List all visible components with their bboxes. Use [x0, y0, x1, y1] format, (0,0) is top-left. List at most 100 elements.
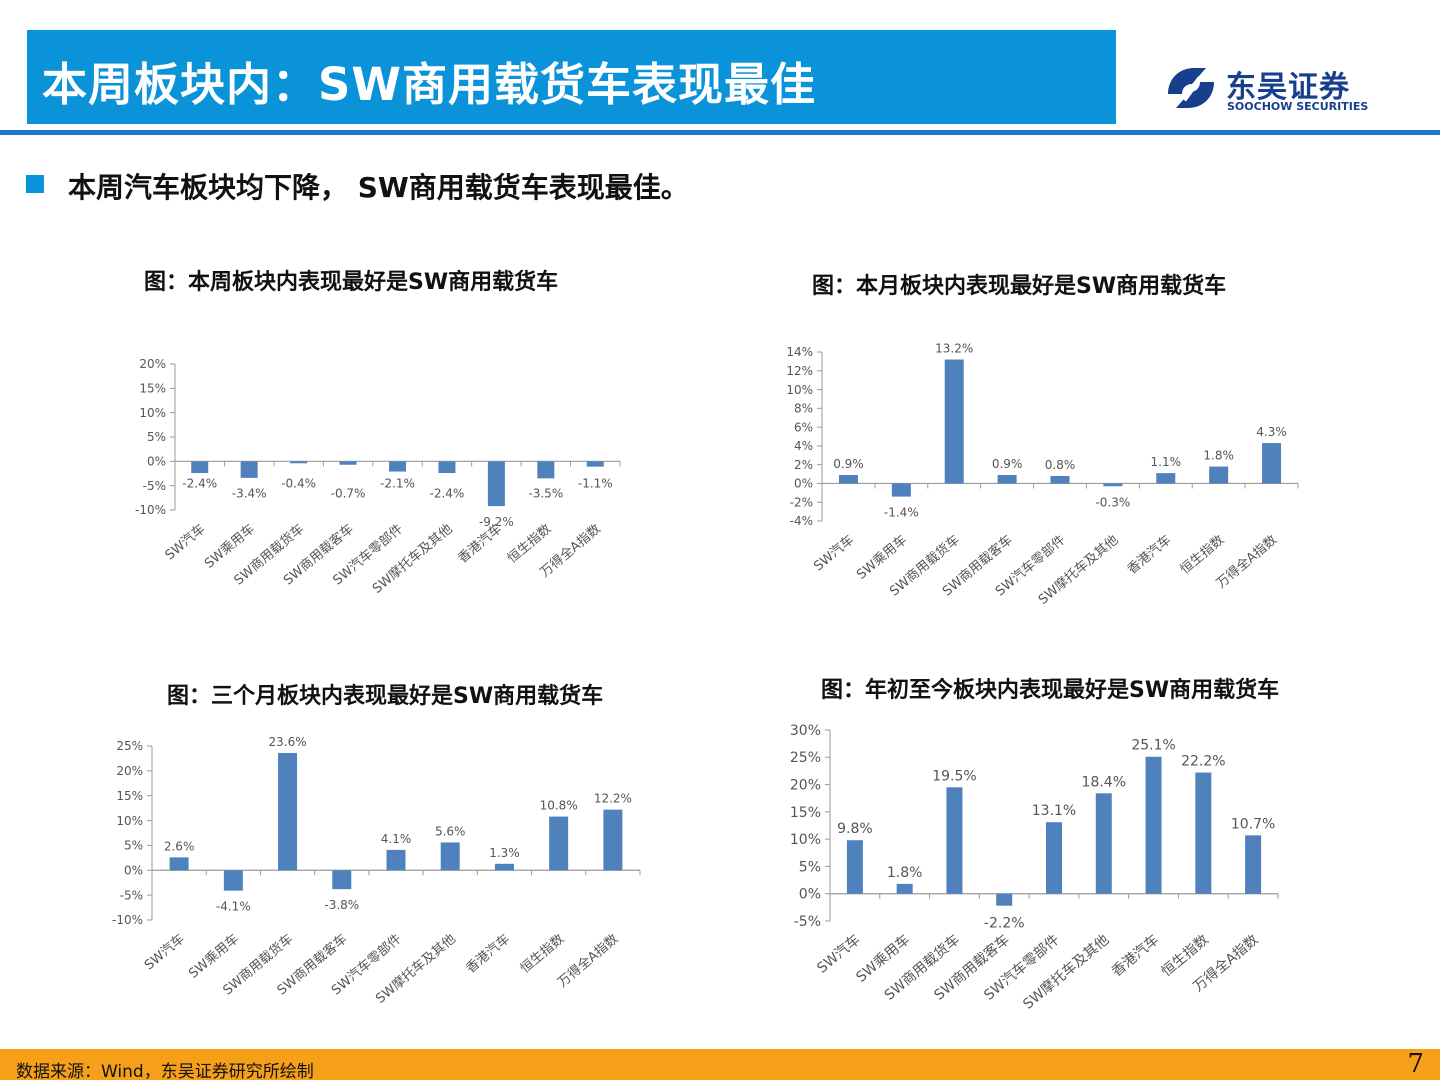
category-label: 恒生指数: [1178, 533, 1227, 578]
y-tick-label: 10%: [116, 814, 143, 828]
y-tick-label: 14%: [786, 345, 813, 359]
category-label: 香港汽车: [1108, 931, 1162, 980]
category-label: SW汽车: [162, 521, 208, 564]
chart-title-three-month: 图：三个月板块内表现最好是SW商用载货车: [167, 684, 604, 709]
chart-bar: [1145, 756, 1162, 894]
bullet-square-icon: [26, 175, 44, 193]
data-label: 25.1%: [1131, 738, 1175, 754]
data-label: 22.2%: [1181, 754, 1225, 770]
company-logo: 东吴证券 SOOCHOW SECURITIES: [1162, 64, 1372, 114]
chart-title-week: 图：本周板块内表现最好是SW商用载货车: [144, 270, 559, 295]
data-label: -0.4%: [281, 476, 316, 490]
chart-bar: [191, 461, 209, 474]
chart-bar: [946, 787, 963, 894]
chart-bar: [891, 483, 911, 497]
data-label: 0.8%: [1045, 458, 1076, 472]
chart-bar: [1245, 835, 1262, 894]
data-label: 4.1%: [381, 832, 412, 846]
y-tick-label: 20%: [139, 357, 166, 371]
chart-bar: [290, 461, 308, 464]
category-label: SW乘用车: [186, 931, 242, 982]
data-label: 0.9%: [992, 457, 1023, 471]
data-label: -3.4%: [232, 486, 267, 500]
data-label: -2.4%: [430, 486, 465, 500]
y-tick-label: 10%: [786, 383, 813, 397]
chart-bar: [339, 461, 357, 465]
chart-bar: [1103, 483, 1123, 487]
data-label: 10.8%: [540, 799, 578, 813]
y-tick-label: 15%: [139, 382, 166, 396]
y-tick-label: 12%: [786, 364, 813, 378]
category-label: 香港汽车: [1124, 532, 1174, 578]
chart-bar: [1050, 475, 1070, 484]
data-label: 19.5%: [932, 768, 976, 784]
data-label: 0.9%: [833, 457, 864, 471]
category-label: 香港汽车: [463, 931, 513, 977]
chart-bar: [1209, 466, 1229, 484]
y-tick-label: -5%: [794, 914, 821, 930]
chart-bar: [389, 461, 406, 472]
y-tick-label: -2%: [790, 495, 813, 509]
data-label: 5.6%: [435, 824, 466, 838]
y-tick-label: 5%: [124, 839, 143, 853]
data-label: -4.1%: [216, 900, 251, 914]
page-title: 本周板块内：SW商用载货车表现最佳: [42, 58, 817, 111]
chart-bar: [846, 840, 863, 894]
chart-bar: [494, 863, 514, 871]
y-tick-label: 0%: [799, 887, 821, 903]
category-label: SW汽车: [814, 931, 864, 977]
data-label: 1.8%: [887, 865, 923, 881]
chart-bar: [586, 461, 604, 467]
chart-bar: [1195, 772, 1212, 894]
data-label: -3.5%: [528, 486, 563, 500]
y-tick-label: 0%: [124, 863, 143, 877]
category-label: SW汽车: [811, 532, 857, 575]
data-label: -3.8%: [324, 898, 359, 912]
y-tick-label: 30%: [790, 723, 821, 739]
y-tick-label: 15%: [790, 805, 821, 821]
data-label: 1.8%: [1203, 449, 1234, 463]
chart-bar: [240, 461, 258, 478]
y-tick-label: 0%: [147, 455, 166, 469]
y-tick-label: -5%: [120, 888, 143, 902]
data-label: 13.1%: [1032, 803, 1076, 819]
data-label: 13.2%: [935, 342, 973, 356]
data-label: 9.8%: [837, 821, 873, 837]
chart-bar: [438, 461, 456, 474]
logo-name-cn: 东吴证券: [1226, 70, 1350, 105]
footer-bar: [0, 1049, 1440, 1080]
data-label: -1.1%: [578, 476, 613, 490]
data-label: 1.3%: [489, 846, 520, 860]
y-tick-label: 8%: [794, 402, 813, 416]
category-label: SW摩托车及其他: [1020, 931, 1113, 1013]
chart-bar: [996, 893, 1013, 906]
data-label: 23.6%: [268, 735, 306, 749]
y-tick-label: 20%: [116, 764, 143, 778]
data-label: -9.2%: [479, 515, 514, 529]
y-tick-label: -10%: [135, 503, 166, 517]
chart-bar: [278, 752, 298, 871]
header-divider: [0, 130, 1440, 135]
chart-bar: [440, 842, 460, 871]
data-label: 2.6%: [164, 839, 195, 853]
y-tick-label: 0%: [794, 477, 813, 491]
chart-bar: [1046, 822, 1062, 894]
y-tick-label: -10%: [112, 913, 143, 927]
chart-bar: [944, 359, 964, 484]
y-tick-label: 5%: [147, 430, 166, 444]
chart-title-ytd: 图：年初至今板块内表现最好是SW商用载货车: [821, 678, 1280, 703]
data-label: 1.1%: [1151, 455, 1182, 469]
y-tick-label: -4%: [790, 514, 813, 528]
chart-bar: [537, 461, 555, 479]
y-tick-label: 4%: [794, 439, 813, 453]
chart-bar: [549, 816, 569, 871]
data-source-note: 数据来源：Wind，东吴证券研究所绘制: [16, 1062, 314, 1082]
y-tick-label: 2%: [794, 458, 813, 472]
y-tick-label: 15%: [116, 789, 143, 803]
category-label: SW汽车: [141, 931, 187, 974]
data-label: -0.7%: [331, 486, 366, 500]
y-tick-label: 10%: [139, 406, 166, 420]
chart-bar: [386, 849, 406, 871]
category-label: 恒生指数: [518, 932, 567, 977]
chart-bar: [997, 474, 1017, 484]
